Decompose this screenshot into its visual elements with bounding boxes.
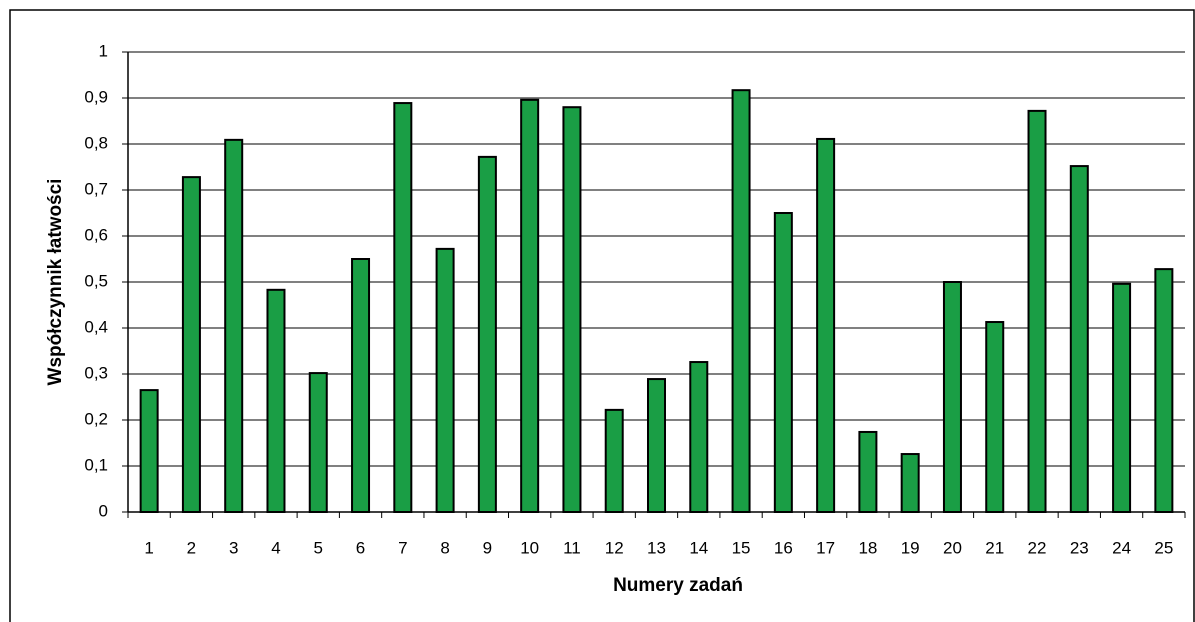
- bar: [266, 288, 286, 513]
- y-tick-label: 0,3: [84, 363, 108, 382]
- x-tick-label: 3: [229, 538, 238, 557]
- x-tick-label: 23: [1070, 538, 1089, 557]
- x-tick-label: 14: [689, 538, 708, 557]
- bar: [351, 258, 371, 513]
- x-tick-label: 4: [271, 538, 280, 557]
- y-tick-label: 0,2: [84, 409, 108, 428]
- x-tick-label: 11: [563, 538, 581, 557]
- x-tick-label: 6: [356, 538, 365, 557]
- y-axis-label: Współczynnik łatwości: [45, 179, 66, 386]
- bar: [477, 155, 497, 513]
- x-tick-label: 5: [314, 538, 323, 557]
- y-tick-label: 0,6: [84, 225, 108, 244]
- x-tick-label: 21: [985, 538, 1004, 557]
- bar: [520, 98, 540, 513]
- bar: [604, 408, 624, 514]
- y-tick-label: 0,7: [84, 179, 108, 198]
- y-tick-label: 1: [99, 41, 108, 60]
- bar: [731, 89, 751, 514]
- bar: [858, 430, 878, 513]
- bar: [308, 372, 328, 513]
- x-tick-label: 13: [647, 538, 666, 557]
- x-tick-label: 22: [1028, 538, 1047, 557]
- x-tick-label: 7: [398, 538, 407, 557]
- bar: [647, 378, 666, 513]
- bar: [1027, 109, 1047, 513]
- y-tick-label: 0,9: [84, 87, 108, 106]
- bar: [562, 106, 582, 513]
- y-tick-label: 0,8: [84, 133, 108, 152]
- x-axis-label: Numery zadań: [613, 575, 743, 596]
- x-tick-label: 25: [1154, 538, 1173, 557]
- x-tick-label: 8: [440, 538, 449, 557]
- bar: [1154, 268, 1174, 513]
- y-tick-label: 0: [99, 501, 108, 520]
- x-tick-label: 1: [144, 538, 153, 557]
- bar: [1069, 165, 1089, 514]
- x-tick-label: 18: [858, 538, 877, 557]
- x-tick-label: 20: [943, 538, 962, 557]
- chart-frame: [9, 9, 1195, 622]
- x-tick-label: 15: [732, 538, 751, 557]
- bar: [224, 138, 244, 514]
- x-tick-label: 19: [901, 538, 920, 557]
- x-tick-label: 16: [774, 538, 793, 557]
- bar: [1112, 282, 1132, 513]
- y-tick-label: 0,4: [84, 317, 108, 336]
- y-tick-label: 0,1: [84, 455, 108, 474]
- bar: [435, 247, 455, 513]
- bar: [816, 137, 836, 513]
- x-tick-label: 24: [1112, 538, 1131, 557]
- bar: [900, 453, 920, 514]
- x-tick-label: 10: [520, 538, 539, 557]
- x-tick-label: 12: [605, 538, 624, 557]
- bar: [773, 212, 793, 513]
- x-tick-label: 17: [816, 538, 835, 557]
- bar: [942, 281, 962, 513]
- x-tick-label: 9: [483, 538, 492, 557]
- x-tick-label: 2: [187, 538, 196, 557]
- y-tick-label: 0,5: [84, 271, 108, 290]
- bar: [985, 321, 1005, 513]
- bar: [393, 102, 413, 513]
- bar: [181, 176, 201, 513]
- bar: [689, 361, 709, 514]
- bar: [139, 389, 159, 514]
